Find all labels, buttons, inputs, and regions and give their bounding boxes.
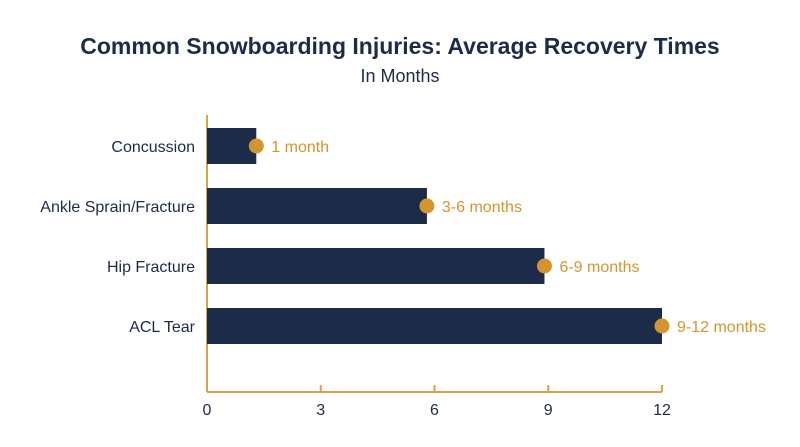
- category-label: Ankle Sprain/Fracture: [40, 199, 195, 216]
- bar: [207, 308, 662, 344]
- bar: [207, 128, 257, 164]
- x-tick-label: 6: [430, 402, 439, 419]
- chart-title: Common Snowboarding Injuries: Average Re…: [80, 33, 720, 59]
- category-label: Hip Fracture: [107, 259, 195, 276]
- bar: [207, 188, 427, 224]
- bar-end-marker: [654, 318, 670, 334]
- chart-subtitle: In Months: [360, 66, 440, 86]
- category-label: Concussion: [111, 139, 195, 156]
- data-label: 6-9 months: [559, 259, 639, 276]
- x-tick-label: 0: [203, 402, 212, 419]
- data-label: 1 month: [271, 139, 329, 156]
- x-tick-label: 3: [316, 402, 325, 419]
- bar: [207, 248, 545, 284]
- x-tick-label: 12: [653, 402, 671, 419]
- category-label: ACL Tear: [129, 319, 195, 336]
- bar-end-marker: [419, 198, 435, 214]
- x-tick-label: 9: [544, 402, 553, 419]
- data-label: 3-6 months: [442, 199, 522, 216]
- bar-end-marker: [536, 258, 552, 274]
- bar-end-marker: [248, 138, 264, 154]
- data-label: 9-12 months: [677, 319, 766, 336]
